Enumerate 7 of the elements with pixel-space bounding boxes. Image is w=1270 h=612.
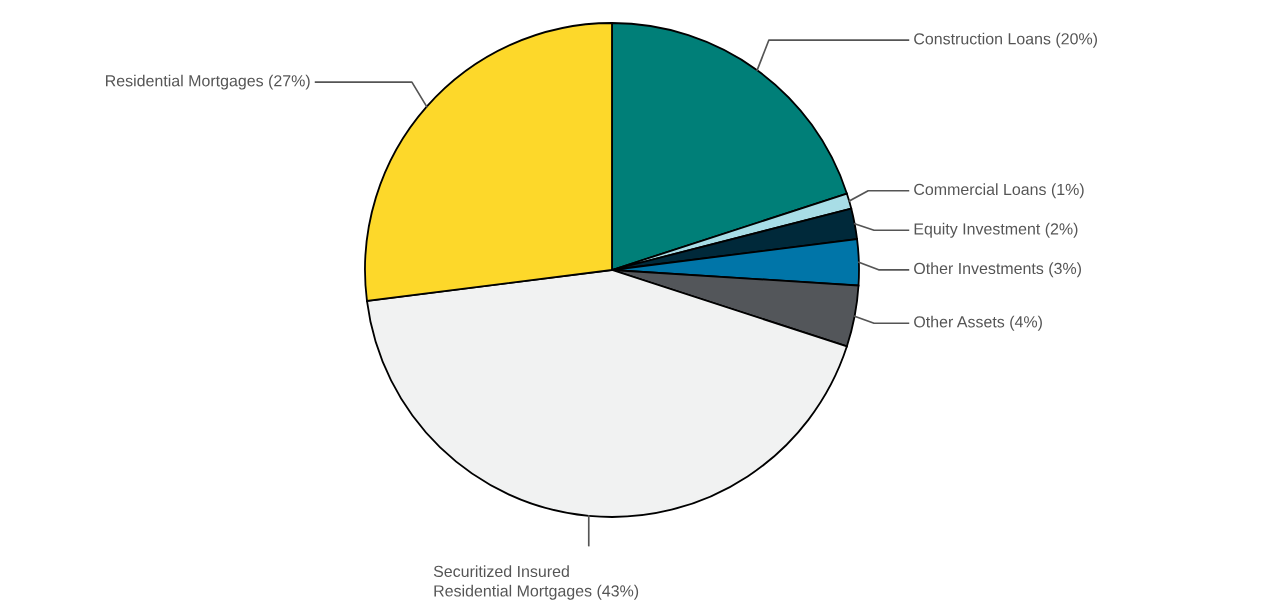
slice-label: Securitized Insured Residential Mortgages (43%) bbox=[433, 565, 639, 600]
slice-label: Commercial Loans (1%) bbox=[914, 183, 1084, 199]
slice-label: Equity Investment (2%) bbox=[914, 222, 1078, 238]
slice-label: Other Investments (3%) bbox=[914, 262, 1081, 278]
slice-label: Construction Loans (20%) bbox=[914, 32, 1098, 48]
slice-label: Residential Mortgages (27%) bbox=[106, 74, 310, 90]
slice-label: Other Assets (4%) bbox=[914, 315, 1042, 331]
